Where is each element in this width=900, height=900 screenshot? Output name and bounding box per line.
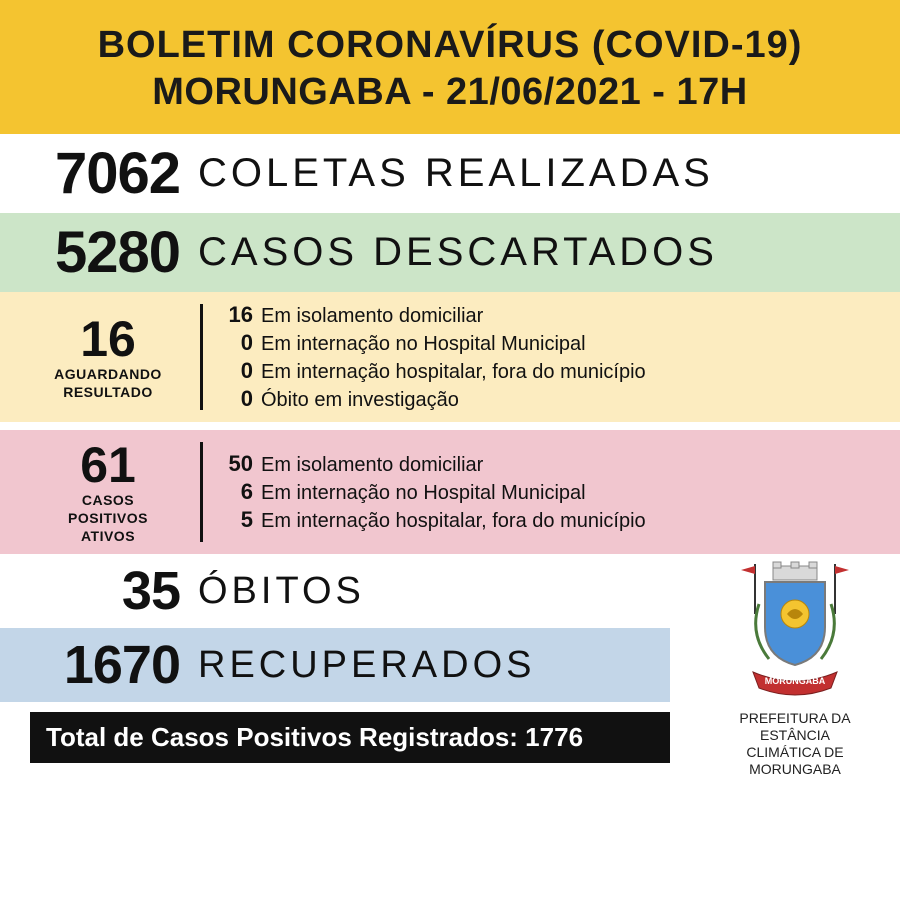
aguardando-item: 0Óbito em investigação [219,386,870,412]
aguardando-item: 16Em isolamento domiciliar [219,302,870,328]
ativos-item: 5Em internação hospitalar, fora do munic… [219,507,870,533]
logo-column: MORUNGABA PREFEITURA DA ESTÂNCIA CLIMÁTI… [700,554,900,795]
aguardando-value: 16 [80,314,136,364]
lower-left: 35 ÓBITOS 1670 RECUPERADOS Total de Caso… [0,554,700,795]
ativos-left: 61 CASOS POSITIVOS ATIVOS [30,440,200,544]
header-title-line1: BOLETIM CORONAVÍRUS (COVID-19) [10,24,890,67]
ativos-items: 50Em isolamento domiciliar 6Em internaçã… [203,440,870,544]
ativos-label1: CASOS [82,492,134,508]
city-crest-icon: MORUNGABA [730,554,860,704]
ativos-value: 61 [80,440,136,490]
coletas-value: 7062 [30,140,180,207]
coletas-label: COLETAS REALIZADAS [198,151,714,196]
descartados-label: CASOS DESCARTADOS [198,230,718,275]
aguardando-left: 16 AGUARDANDO RESULTADO [30,302,200,412]
header-banner: BOLETIM CORONAVÍRUS (COVID-19) MORUNGABA… [0,0,900,134]
ativos-item: 6Em internação no Hospital Municipal [219,479,870,505]
logo-caption: PREFEITURA DA ESTÂNCIA CLIMÁTICA DE MORU… [739,710,850,777]
descartados-value: 5280 [30,219,180,286]
row-obitos: 35 ÓBITOS [0,554,700,628]
header-title-line2: MORUNGABA - 21/06/2021 - 17H [10,71,890,114]
footer-total: Total de Casos Positivos Registrados: 17… [30,712,670,763]
row-coletas: 7062 COLETAS REALIZADAS [0,134,900,213]
ativos-label3: ATIVOS [81,528,135,544]
row-recuperados: 1670 RECUPERADOS [0,628,670,702]
spacer [0,422,900,430]
lower-section: 35 ÓBITOS 1670 RECUPERADOS Total de Caso… [0,554,900,795]
row-aguardando: 16 AGUARDANDO RESULTADO 16Em isolamento … [0,292,900,422]
crest-banner-text: MORUNGABA [765,676,826,686]
ativos-item: 50Em isolamento domiciliar [219,451,870,477]
obitos-value: 35 [30,560,180,622]
recuperados-value: 1670 [30,634,180,696]
content: 7062 COLETAS REALIZADAS 5280 CASOS DESCA… [0,134,900,795]
aguardando-items: 16Em isolamento domiciliar 0Em internaçã… [203,302,870,412]
recuperados-label: RECUPERADOS [198,644,536,687]
obitos-label: ÓBITOS [198,570,365,613]
aguardando-item: 0Em internação no Hospital Municipal [219,330,870,356]
aguardando-label2: RESULTADO [63,384,153,400]
aguardando-item: 0Em internação hospitalar, fora do munic… [219,358,870,384]
aguardando-label1: AGUARDANDO [54,366,162,382]
row-descartados: 5280 CASOS DESCARTADOS [0,213,900,292]
ativos-label2: POSITIVOS [68,510,148,526]
row-ativos: 61 CASOS POSITIVOS ATIVOS 50Em isolament… [0,430,900,554]
